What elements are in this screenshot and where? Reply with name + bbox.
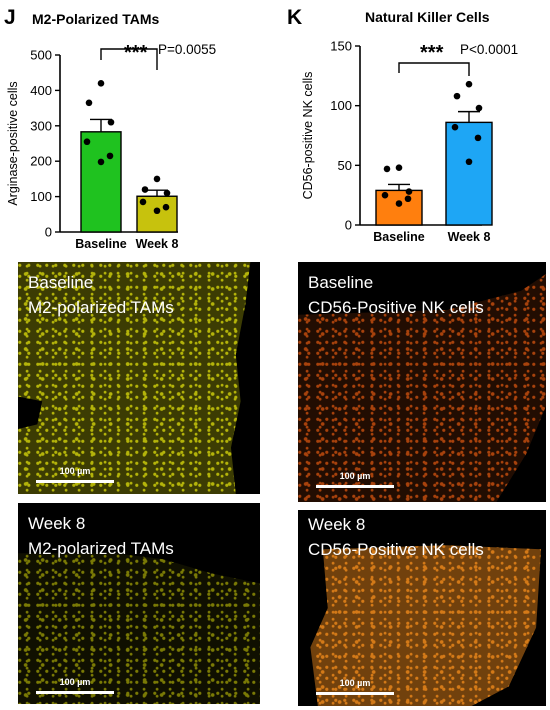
y-tick-label: 150 <box>330 39 352 54</box>
tissue-stain-j-baseline <box>18 262 251 494</box>
x-tick-label: Baseline <box>75 237 126 251</box>
data-point <box>465 80 473 88</box>
significance-stars: *** <box>124 42 148 64</box>
y-tick-label: 50 <box>338 158 352 173</box>
micro-label-j-week8-line2: M2-polarized TAMs <box>28 539 174 558</box>
y-tick-label: 200 <box>30 154 52 169</box>
data-point <box>405 188 413 195</box>
scale-bar-k-baseline: 100 µm <box>316 471 394 488</box>
data-point <box>453 92 461 100</box>
micro-image-j-week8: Week 8 M2-polarized TAMs 100 µm <box>18 503 260 704</box>
y-tick-label: 0 <box>45 225 52 240</box>
micro-image-j-baseline: Baseline M2-polarized TAMs 100 µm <box>18 262 260 494</box>
scale-text: 100 µm <box>59 466 91 476</box>
data-point <box>474 134 482 142</box>
y-axis-label: Arginase-positive cells <box>6 81 20 205</box>
data-point <box>162 203 170 211</box>
micro-image-k-week8: Week 8 CD56-Positive NK cells 100 µm <box>298 510 546 706</box>
data-point <box>106 152 114 160</box>
data-point <box>153 207 161 215</box>
y-tick-label: 500 <box>30 48 52 63</box>
scale-line <box>316 692 394 695</box>
chart-title-k: Natural Killer Cells <box>365 9 490 25</box>
micro-label-k-baseline-line1: Baseline <box>308 273 374 292</box>
chart-j-arginase: 0 100 200 300 400 500 Arginase-positive cells B… <box>6 42 216 251</box>
data-point <box>97 158 105 166</box>
scale-bar-j-week8: 100 µm <box>36 677 114 694</box>
data-point <box>85 99 93 107</box>
data-point <box>163 189 171 197</box>
x-tick-label: Week 8 <box>136 237 179 251</box>
micro-label-k-baseline-line2: CD56-Positive NK cells <box>308 298 484 317</box>
y-tick-label: 0 <box>345 218 352 233</box>
bar-baseline <box>80 131 122 233</box>
y-tick-label: 100 <box>30 189 52 204</box>
y-tick-label: 400 <box>30 83 52 98</box>
scale-bar-j-baseline: 100 µm <box>36 466 114 483</box>
chart-k-cd56: 0 50 100 150 CD56-positive NK cells Baseline W… <box>301 39 518 245</box>
scale-text: 100 µm <box>59 677 91 687</box>
scale-text: 100 µm <box>339 471 371 481</box>
data-point <box>139 198 147 206</box>
data-point <box>107 118 115 126</box>
scale-line <box>316 485 394 488</box>
data-point <box>83 138 91 146</box>
significance-bracket <box>100 48 158 70</box>
y-tick-label: 300 <box>30 118 52 133</box>
bar-week-8 <box>445 121 493 226</box>
p-value-label: P=0.0055 <box>158 42 216 57</box>
scale-text: 100 µm <box>339 678 371 688</box>
x-tick-label: Baseline <box>373 230 424 244</box>
scale-line <box>36 691 114 694</box>
data-point <box>381 191 389 199</box>
x-tick-label: Week 8 <box>448 230 491 244</box>
tissue-stain-j-week8 <box>18 553 260 704</box>
data-point <box>97 80 105 87</box>
data-point <box>395 164 403 172</box>
significance-bracket <box>398 62 470 76</box>
micro-label-j-baseline-line1: Baseline <box>28 273 94 292</box>
data-point <box>465 158 473 166</box>
data-point <box>395 200 403 207</box>
micro-label-j-week8-line1: Week 8 <box>28 514 86 533</box>
data-point <box>383 165 391 173</box>
panel-letter-k: K <box>287 6 303 29</box>
micro-label-k-week8-line2: CD56-Positive NK cells <box>308 540 484 559</box>
data-point <box>153 175 161 183</box>
y-tick-label: 100 <box>330 98 352 113</box>
scale-bar-k-week8: 100 µm <box>316 678 394 695</box>
data-point <box>404 195 412 203</box>
chart-title-j: M2-Polarized TAMs <box>32 11 160 27</box>
data-point <box>451 123 459 131</box>
micro-label-j-baseline-line2: M2-polarized TAMs <box>28 298 174 317</box>
p-value-label: P<0.0001 <box>460 42 518 57</box>
data-point <box>475 104 483 112</box>
tissue-stain-k-week8 <box>310 545 542 706</box>
significance-stars: *** <box>420 42 444 64</box>
micro-label-k-week8-line1: Week 8 <box>308 515 366 534</box>
y-axis-label: CD56-positive NK cells <box>301 72 315 200</box>
micro-image-k-baseline: Baseline CD56-Positive NK cells 100 µm <box>298 262 546 502</box>
scale-line <box>36 480 114 483</box>
data-point <box>141 186 149 193</box>
panel-letter-j: J <box>4 6 16 29</box>
